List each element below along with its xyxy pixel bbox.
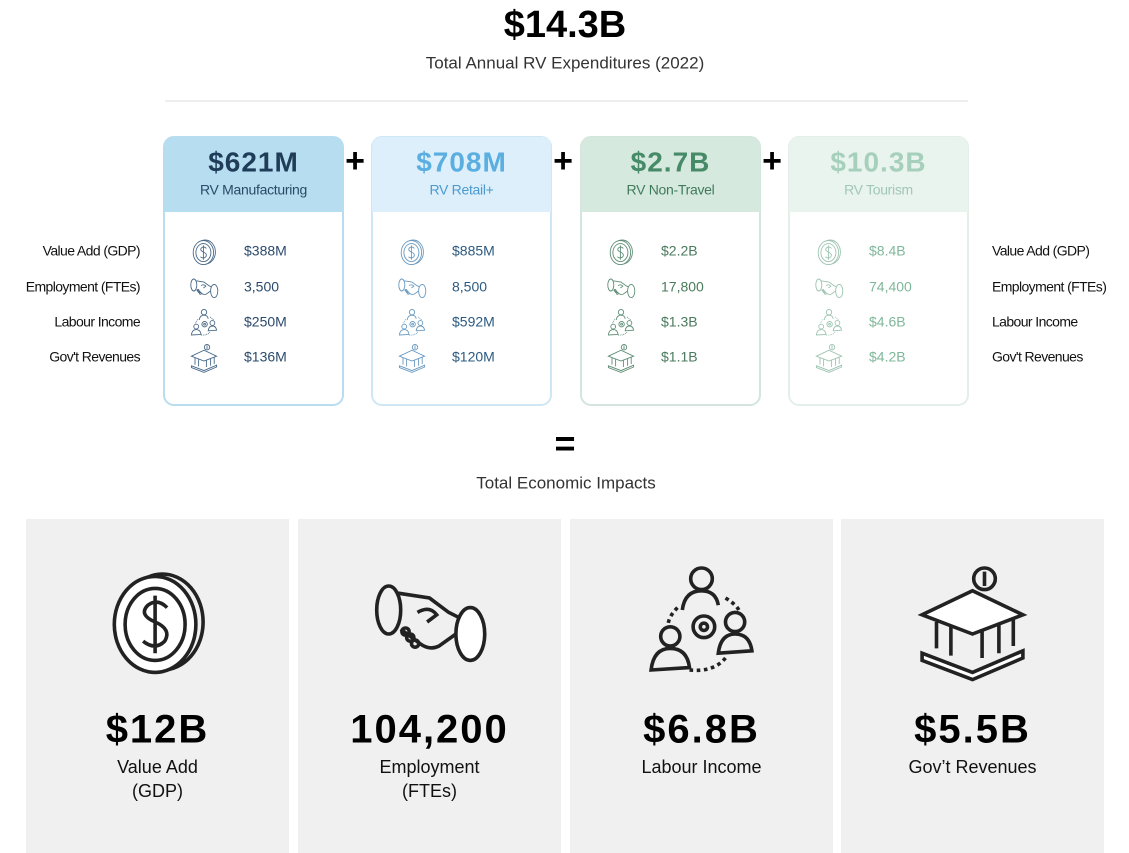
card-value: $621M (208, 146, 299, 177)
card-value: $708M (416, 146, 507, 177)
impact-value: 104,200 (350, 708, 509, 752)
row-label: Value Add (GDP) (992, 243, 1089, 259)
metric-value: $4.6B (869, 314, 906, 330)
impact-label: Gov’t Revenues (908, 757, 1036, 777)
metric-value: $4.2B (869, 349, 906, 365)
card-label: RV Non-Travel (627, 182, 715, 198)
subtitle: Total Annual RV Expenditures (2022) (426, 53, 704, 72)
metric-value: 74,400 (869, 279, 912, 295)
metric-icon (610, 240, 632, 265)
card-value: $2.7B (631, 146, 711, 177)
metric-value: 3,500 (244, 279, 279, 295)
metric-value: $388M (244, 243, 287, 259)
row-label: Labour Income (992, 314, 1078, 330)
metric-icon (193, 240, 215, 265)
row-label: Employment (FTEs) (26, 279, 140, 295)
plus-sign: + (345, 142, 365, 180)
row-label: Labour Income (54, 314, 140, 330)
impact-icon (114, 574, 203, 672)
row-label: Gov't Revenues (49, 349, 140, 365)
page: $14.3B Total Annual RV Expenditures (202… (0, 0, 1129, 853)
metric-value: $2.2B (661, 243, 698, 259)
metric-value: $1.1B (661, 349, 698, 365)
impact-value: $6.8B (643, 708, 760, 752)
impact-label: Value Add (117, 757, 198, 777)
row-label: Employment (FTEs) (992, 279, 1106, 295)
plus-sign: + (553, 142, 573, 180)
impact-panel (841, 519, 1104, 853)
impact-panel (26, 519, 289, 853)
card-label: RV Tourism (844, 182, 913, 198)
impact-value: $5.5B (914, 708, 1031, 752)
plus-sign: + (762, 142, 782, 180)
impact-label: (GDP) (132, 781, 183, 801)
impacts-title: Total Economic Impacts (476, 473, 656, 492)
metric-value: $136M (244, 349, 287, 365)
metric-value: 17,800 (661, 279, 704, 295)
metric-icon (818, 240, 840, 265)
card-label: RV Retail+ (429, 182, 493, 198)
metric-value: $592M (452, 314, 495, 330)
infographic: $14.3B Total Annual RV Expenditures (202… (0, 0, 1129, 853)
card-value: $10.3B (830, 146, 926, 177)
total-value: $14.3B (504, 4, 627, 46)
metric-value: $120M (452, 349, 495, 365)
equals-sign: = (554, 423, 575, 464)
metric-value: $8.4B (869, 243, 906, 259)
metric-value: $250M (244, 314, 287, 330)
row-label: Value Add (GDP) (43, 243, 140, 259)
impact-label: Labour Income (641, 757, 761, 777)
metric-icon (401, 240, 423, 265)
row-label: Gov't Revenues (992, 349, 1083, 365)
impact-value: $12B (106, 708, 210, 752)
metric-value: $1.3B (661, 314, 698, 330)
metric-value: $885M (452, 243, 495, 259)
impact-panel (298, 519, 561, 853)
impact-label: Employment (379, 757, 479, 777)
metric-value: 8,500 (452, 279, 487, 295)
card-label: RV Manufacturing (200, 182, 307, 198)
impact-label: (FTEs) (402, 781, 457, 801)
